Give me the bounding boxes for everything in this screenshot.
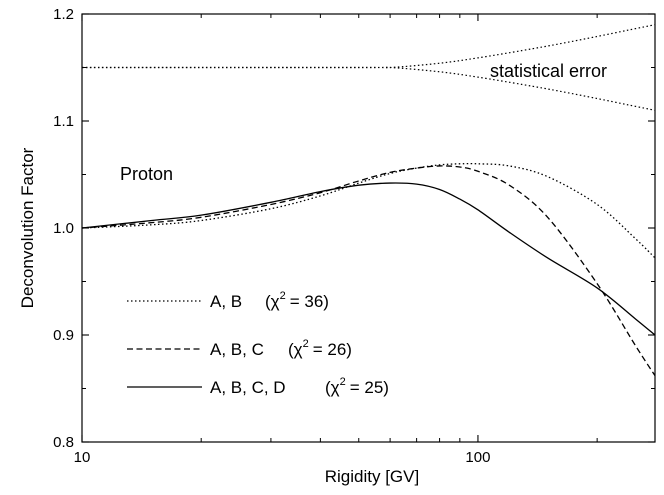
y-axis-title: Deconvolution Factor	[18, 147, 37, 308]
y-tick-label: 1.1	[53, 113, 74, 130]
x-tick-label: 100	[465, 449, 490, 466]
legend-label-abcd: A, B, C, D	[210, 378, 286, 397]
legend-chi2-ab: (χ2 = 36)	[265, 290, 329, 311]
legend: A, B (χ2 = 36) A, B, C (χ2 = 26) A, B, C, …	[127, 290, 389, 397]
series-line-3	[82, 183, 655, 335]
proton-annotation: Proton	[120, 164, 173, 184]
y-tick-label: 0.8	[53, 434, 74, 451]
legend-entry-abcd: A, B, C, D (χ2 = 25)	[127, 376, 389, 397]
legend-entry-abc: A, B, C (χ2 = 26)	[127, 338, 352, 359]
legend-chi2-abc: (χ2 = 26)	[288, 338, 352, 359]
legend-entry-ab: A, B (χ2 = 36)	[127, 290, 329, 311]
y-tick-label: 1.0	[53, 220, 74, 237]
legend-chi2-abcd: (χ2 = 25)	[325, 376, 389, 397]
legend-label-abc: A, B, C	[210, 340, 264, 359]
legend-label-ab: A, B	[210, 292, 242, 311]
x-tick-label: 10	[74, 449, 91, 466]
statistical-error-annotation: statistical error	[490, 61, 607, 81]
y-tick-label: 0.9	[53, 327, 74, 344]
y-tick-label: 1.2	[53, 6, 74, 23]
x-axis-title: Rigidity [GV]	[325, 467, 419, 486]
